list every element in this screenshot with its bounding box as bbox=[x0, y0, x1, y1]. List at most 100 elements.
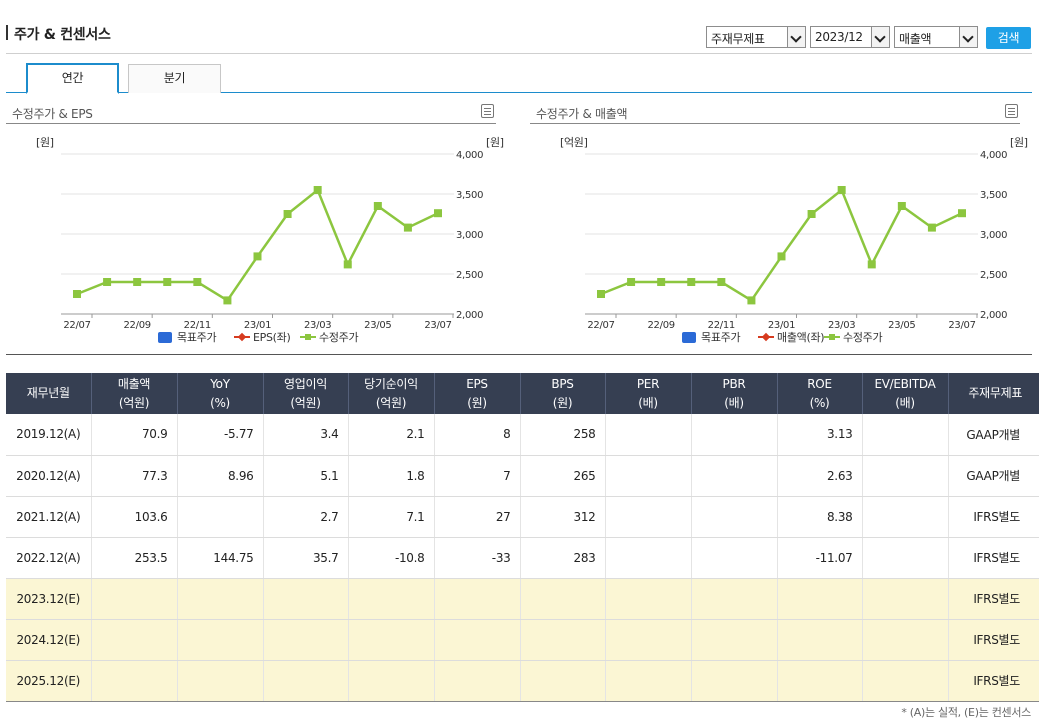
chart-plot: [원] [원] 2,000 2,500 3,000 3,500 4,000 22/07 22/0… bbox=[36, 136, 504, 344]
x-tick-label: 23/01 bbox=[768, 320, 795, 331]
x-tick-label: 23/05 bbox=[364, 320, 391, 331]
table-header-row: 재무년월 매출액 (억원) YoY (%) 영업이익 (억원) 당기순이익 (억원) EPS (원)… bbox=[6, 373, 1039, 414]
chart-title: 수정주가 & 매출액 bbox=[536, 107, 628, 121]
chart-title: 수정주가 & EPS bbox=[12, 107, 93, 121]
data-point bbox=[403, 223, 412, 232]
data-point bbox=[133, 278, 142, 286]
table-cell bbox=[519, 619, 605, 661]
footnote: * (A)는 실적, (E)는 컨센서스 bbox=[901, 706, 1031, 719]
column-header-label: ROE bbox=[807, 376, 832, 391]
table-cell: 2019.12(A) bbox=[6, 414, 91, 456]
table-cell bbox=[690, 578, 777, 620]
table-cell bbox=[604, 660, 691, 702]
table-cell: -5.77 bbox=[176, 414, 263, 456]
table-cell: 77.3 bbox=[90, 455, 177, 497]
tab-annual[interactable]: 연간 bbox=[26, 63, 119, 94]
table-cell: 2.7 bbox=[262, 496, 348, 538]
metric-select[interactable]: 매출액 bbox=[894, 26, 978, 48]
column-header-unit: (%) bbox=[809, 395, 830, 410]
column-header: YoY (%) bbox=[176, 373, 263, 414]
table-cell: 2024.12(E) bbox=[6, 619, 91, 661]
data-point bbox=[627, 278, 636, 286]
table-cell: 253.5 bbox=[90, 537, 177, 579]
table-cell bbox=[262, 619, 348, 661]
right-tick-label: 2,000 bbox=[456, 310, 483, 321]
column-header-label: PER bbox=[636, 376, 660, 391]
table-cell bbox=[861, 660, 948, 702]
chart-menu-icon[interactable] bbox=[481, 104, 494, 118]
chevron-down-icon bbox=[959, 27, 977, 47]
data-point bbox=[163, 278, 172, 286]
table-cell bbox=[690, 455, 777, 497]
column-header: PBR (배) bbox=[690, 373, 777, 414]
section-header: 주가 & 컨센서스 주재무제표 2023/12 매출액 검색 bbox=[6, 18, 1032, 54]
section-title: 주가 & 컨센서스 bbox=[14, 27, 111, 43]
table-cell: 2020.12(A) bbox=[6, 455, 91, 497]
column-header-unit: (배) bbox=[724, 395, 744, 410]
series-line bbox=[600, 187, 963, 303]
legend-marker bbox=[237, 332, 247, 342]
section-divider bbox=[6, 354, 1032, 355]
title-bar bbox=[6, 25, 8, 40]
data-point bbox=[434, 209, 442, 218]
column-header-unit: (원) bbox=[552, 395, 573, 410]
table-cell: 283 bbox=[519, 537, 605, 579]
table-cell: 2023.12(E) bbox=[6, 578, 91, 620]
table-cell bbox=[433, 578, 520, 620]
table-row: 2024.12(E) IFRS별도 bbox=[6, 619, 1039, 661]
table-cell: 2.63 bbox=[776, 455, 862, 497]
column-header: 주재무제표 bbox=[947, 373, 1039, 414]
table-cell bbox=[262, 660, 348, 702]
table-row: 2022.12(A) 253.5 144.75 35.7 -10.8 -33 283 -11.… bbox=[6, 537, 1039, 579]
table-cell: 1.8 bbox=[347, 455, 434, 497]
column-header: 당기순이익 (억원) bbox=[347, 373, 434, 414]
data-point bbox=[687, 278, 696, 286]
table-cell bbox=[519, 578, 605, 620]
table-cell bbox=[690, 414, 777, 456]
x-tick-label: 23/01 bbox=[244, 320, 271, 331]
table-row: 2025.12(E) IFRS별도 bbox=[6, 660, 1039, 702]
table-row: 2020.12(A) 77.3 8.96 5.1 1.8 7 265 2.63 GAAP개별 bbox=[6, 455, 1039, 497]
table-body: 2019.12(A) 70.9 -5.77 3.4 2.1 8 258 3.13 GAAP개별 2… bbox=[6, 414, 1039, 702]
table-cell bbox=[433, 619, 520, 661]
x-tick-label: 22/07 bbox=[587, 320, 614, 331]
table-cell: 2022.12(A) bbox=[6, 537, 91, 579]
table-cell: GAAP개별 bbox=[947, 455, 1039, 497]
column-header-label: PBR bbox=[722, 376, 746, 391]
column-header-label: BPS bbox=[551, 376, 574, 391]
table-cell bbox=[690, 537, 777, 579]
period-select[interactable]: 2023/12 bbox=[810, 26, 890, 48]
data-point bbox=[777, 252, 786, 261]
column-header: PER (배) bbox=[604, 373, 691, 414]
table-cell: 27 bbox=[433, 496, 520, 538]
legend-label: EPS(좌) bbox=[253, 331, 290, 344]
table-cell: -33 bbox=[433, 537, 520, 579]
table-cell: 8.96 bbox=[176, 455, 263, 497]
column-header-unit: (%) bbox=[210, 395, 230, 410]
column-header: ROE (%) bbox=[776, 373, 862, 414]
table-cell bbox=[690, 619, 777, 661]
tab-quarterly[interactable]: 분기 bbox=[128, 64, 221, 93]
legend-marker bbox=[305, 334, 311, 340]
legend-label: 매출액(좌) bbox=[777, 331, 824, 344]
x-tick-label: 22/09 bbox=[648, 320, 675, 331]
period-tabs: 연간 분기 bbox=[6, 63, 1032, 94]
table-cell bbox=[861, 414, 948, 456]
column-header: EV/EBITDA (배) bbox=[861, 373, 948, 414]
column-header: BPS (원) bbox=[519, 373, 605, 414]
statement-select[interactable]: 주재무제표 bbox=[706, 26, 806, 48]
chart-menu-icon[interactable] bbox=[1005, 104, 1018, 118]
search-button[interactable]: 검색 bbox=[986, 27, 1031, 49]
left-axis-unit: [억원] bbox=[560, 136, 588, 149]
column-header-label: 재무년월 bbox=[26, 386, 70, 400]
table-cell bbox=[347, 578, 434, 620]
data-point bbox=[958, 209, 966, 218]
table-cell: 35.7 bbox=[262, 537, 348, 579]
table-cell bbox=[347, 619, 434, 661]
table-cell: 2021.12(A) bbox=[6, 496, 91, 538]
legend-label: 수정주가 bbox=[319, 331, 358, 344]
data-point bbox=[657, 278, 666, 286]
table-cell: 8 bbox=[433, 414, 520, 456]
right-tick-label: 3,500 bbox=[980, 190, 1007, 201]
data-point bbox=[597, 290, 605, 298]
